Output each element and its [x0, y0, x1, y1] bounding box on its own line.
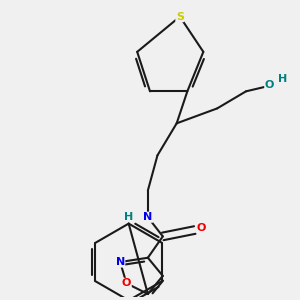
Text: O: O [265, 80, 274, 90]
Text: N: N [116, 257, 125, 267]
Text: N: N [143, 212, 152, 222]
Text: H: H [278, 74, 287, 83]
Text: O: O [122, 278, 131, 288]
Text: O: O [196, 223, 206, 233]
Text: S: S [176, 12, 184, 22]
Text: H: H [124, 212, 133, 222]
